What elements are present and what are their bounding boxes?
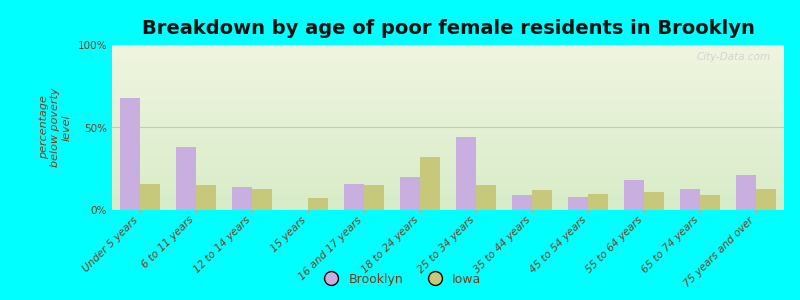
Text: City-Data.com: City-Data.com	[697, 52, 770, 61]
Bar	[624, 180, 644, 210]
Bar	[252, 188, 272, 210]
Bar	[476, 185, 495, 210]
Bar	[401, 177, 420, 210]
Bar	[121, 98, 140, 210]
Bar	[140, 184, 160, 210]
Bar	[644, 192, 664, 210]
Bar	[345, 184, 364, 210]
Bar	[420, 157, 440, 210]
Bar	[364, 185, 384, 210]
Bar	[456, 137, 476, 210]
Bar	[756, 188, 776, 210]
Bar	[569, 197, 588, 210]
Bar	[700, 195, 720, 210]
Bar	[308, 199, 328, 210]
Title: Breakdown by age of poor female residents in Brooklyn: Breakdown by age of poor female resident…	[142, 19, 754, 38]
Bar	[232, 187, 252, 210]
Y-axis label: percentage
below poverty
level: percentage below poverty level	[39, 88, 72, 167]
Bar	[532, 190, 552, 210]
Bar	[176, 147, 196, 210]
Bar	[513, 195, 532, 210]
Bar	[736, 175, 756, 210]
Bar	[680, 188, 700, 210]
Bar	[196, 185, 216, 210]
Legend: Brooklyn, Iowa: Brooklyn, Iowa	[314, 268, 486, 291]
Bar	[588, 194, 608, 210]
